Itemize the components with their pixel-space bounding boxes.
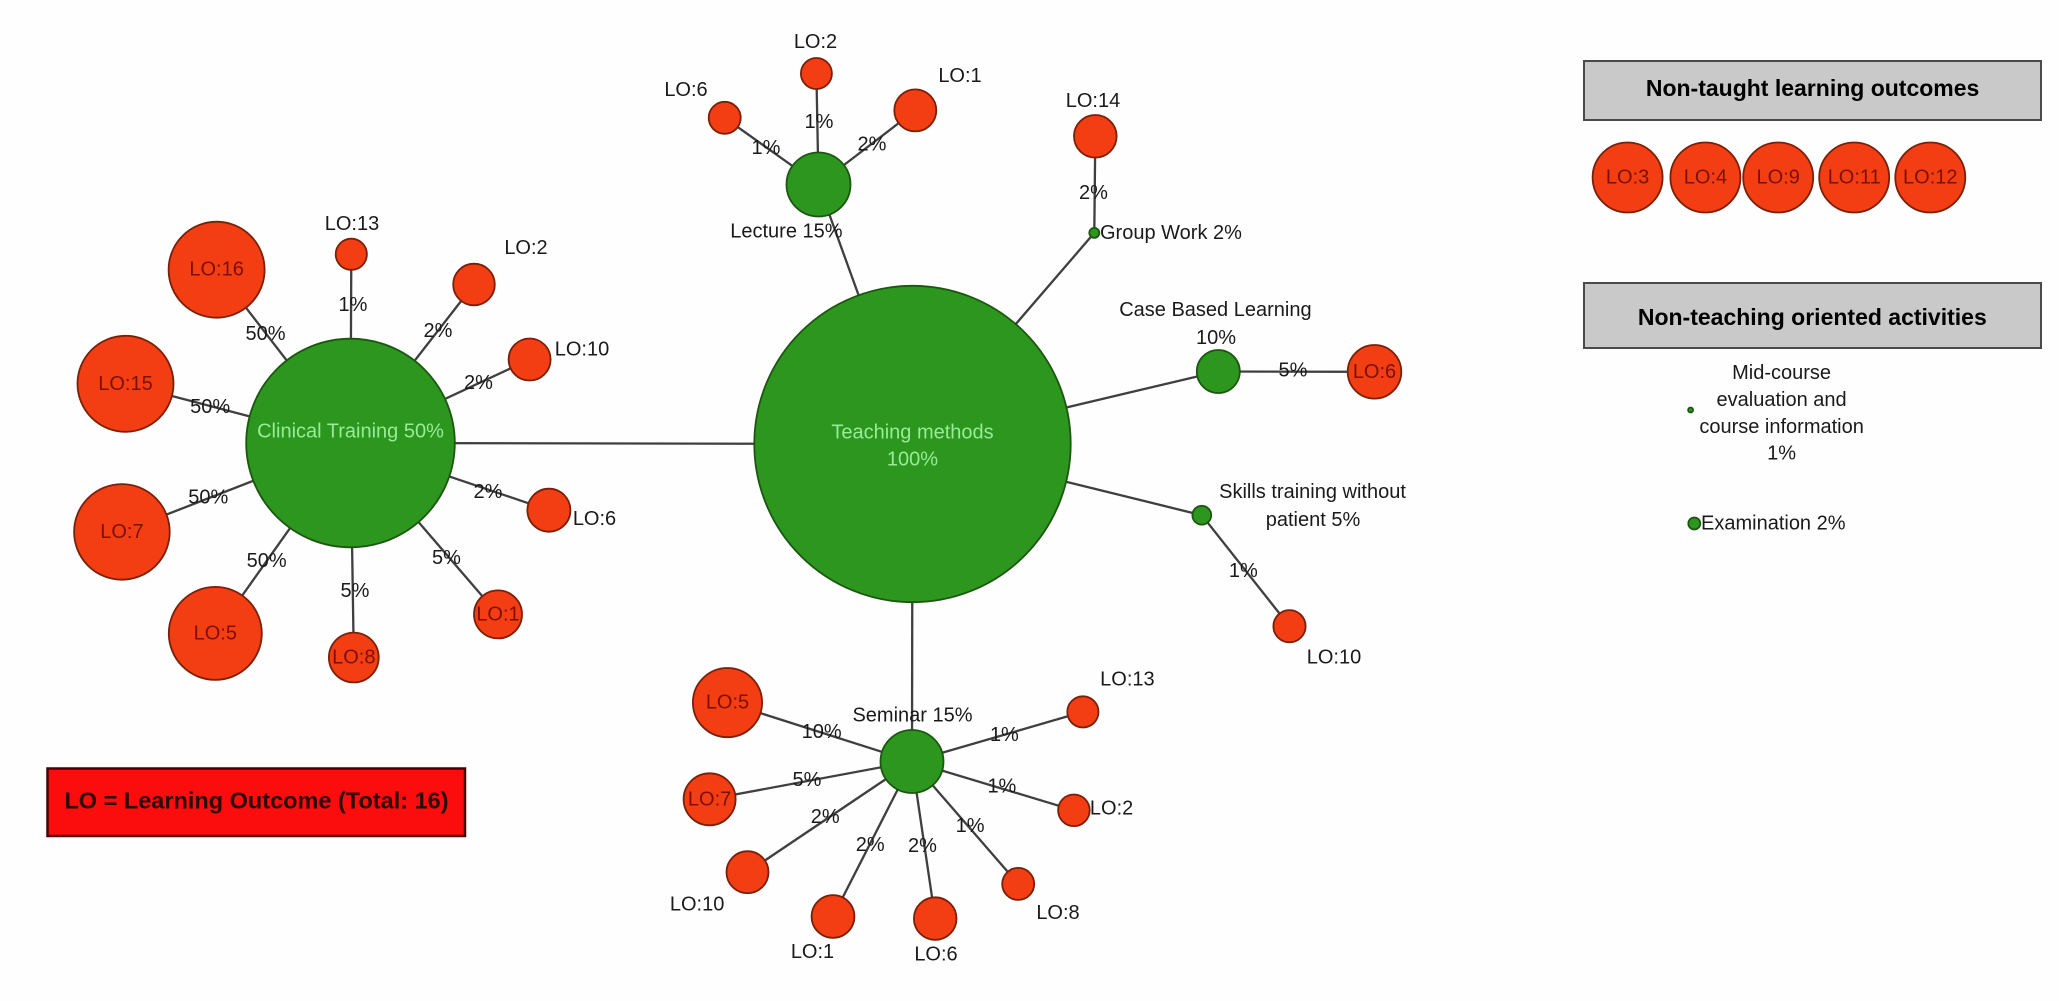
svg-text:Group Work 2%: Group Work 2% <box>1100 222 1242 244</box>
svg-text:Seminar 15%: Seminar 15% <box>852 705 972 727</box>
svg-text:1%: 1% <box>990 724 1019 746</box>
svg-text:course information: course information <box>1699 416 1864 438</box>
svg-text:2%: 2% <box>908 835 937 857</box>
svg-text:Examination 2%: Examination 2% <box>1701 513 1846 535</box>
svg-text:LO:2: LO:2 <box>794 31 837 53</box>
svg-text:LO:12: LO:12 <box>1903 167 1957 189</box>
svg-text:patient 5%: patient 5% <box>1266 509 1361 531</box>
svg-text:5%: 5% <box>793 769 822 791</box>
svg-text:evaluation and: evaluation and <box>1717 389 1847 411</box>
svg-text:LO:6: LO:6 <box>1353 361 1396 383</box>
svg-text:2%: 2% <box>811 806 840 828</box>
svg-text:Case Based Learning: Case Based Learning <box>1119 299 1311 321</box>
svg-text:1%: 1% <box>339 294 368 316</box>
svg-text:LO = Learning Outcome (Total:: LO = Learning Outcome (Total: 16) <box>64 788 448 814</box>
svg-text:5%: 5% <box>432 547 461 569</box>
svg-text:1%: 1% <box>1229 560 1258 582</box>
svg-text:LO:13: LO:13 <box>325 213 379 235</box>
svg-text:Mid-course: Mid-course <box>1732 362 1831 384</box>
svg-text:LO:6: LO:6 <box>573 508 616 530</box>
svg-text:50%: 50% <box>245 323 285 345</box>
svg-text:2%: 2% <box>856 834 885 856</box>
svg-text:Skills training without: Skills training without <box>1219 481 1406 503</box>
svg-text:LO:8: LO:8 <box>332 647 375 669</box>
svg-text:Non-taught learning outcomes: Non-taught learning outcomes <box>1646 75 1980 101</box>
svg-text:1%: 1% <box>752 137 781 159</box>
svg-text:LO:13: LO:13 <box>1100 669 1154 691</box>
svg-text:1%: 1% <box>987 776 1016 798</box>
svg-text:LO:5: LO:5 <box>194 622 237 644</box>
svg-text:2%: 2% <box>858 134 887 156</box>
svg-text:Teaching methods: Teaching methods <box>831 421 993 443</box>
svg-text:LO:1: LO:1 <box>791 941 834 963</box>
svg-text:1%: 1% <box>805 111 834 133</box>
svg-text:Lecture 15%: Lecture 15% <box>730 221 843 243</box>
svg-text:LO:1: LO:1 <box>476 603 519 625</box>
svg-text:5%: 5% <box>1279 360 1308 382</box>
svg-text:50%: 50% <box>190 396 230 418</box>
svg-text:LO:2: LO:2 <box>1090 797 1133 819</box>
svg-text:LO:9: LO:9 <box>1757 167 1800 189</box>
svg-text:LO:4: LO:4 <box>1684 167 1727 189</box>
svg-text:LO:10: LO:10 <box>670 894 724 916</box>
svg-text:LO:14: LO:14 <box>1066 90 1120 112</box>
svg-text:LO:10: LO:10 <box>555 339 609 361</box>
svg-text:LO:6: LO:6 <box>664 79 707 101</box>
svg-text:LO:15: LO:15 <box>98 373 152 395</box>
svg-text:100%: 100% <box>887 448 938 470</box>
svg-text:LO:11: LO:11 <box>1828 167 1881 189</box>
svg-text:LO:8: LO:8 <box>1036 902 1079 924</box>
svg-text:LO:3: LO:3 <box>1606 167 1649 189</box>
svg-text:2%: 2% <box>464 372 493 394</box>
svg-text:LO:10: LO:10 <box>1307 647 1361 669</box>
svg-text:LO:6: LO:6 <box>914 944 957 966</box>
svg-text:LO:2: LO:2 <box>504 237 547 259</box>
svg-text:Non-teaching oriented activiti: Non-teaching oriented activities <box>1638 304 1987 330</box>
svg-text:2%: 2% <box>424 320 453 342</box>
svg-text:1%: 1% <box>956 815 985 837</box>
svg-text:1%: 1% <box>1767 443 1796 465</box>
svg-text:LO:16: LO:16 <box>189 259 243 281</box>
svg-text:50%: 50% <box>247 550 287 572</box>
svg-text:Clinical Training 50%: Clinical Training 50% <box>257 421 444 443</box>
svg-text:2%: 2% <box>1079 182 1108 204</box>
svg-text:LO:7: LO:7 <box>100 521 143 543</box>
svg-text:2%: 2% <box>474 481 503 503</box>
svg-text:10%: 10% <box>802 721 842 743</box>
svg-text:50%: 50% <box>188 487 228 509</box>
svg-text:10%: 10% <box>1196 327 1236 349</box>
svg-text:LO:5: LO:5 <box>706 692 749 714</box>
svg-text:LO:1: LO:1 <box>938 65 981 87</box>
svg-text:LO:7: LO:7 <box>688 788 731 810</box>
svg-text:5%: 5% <box>341 580 370 602</box>
